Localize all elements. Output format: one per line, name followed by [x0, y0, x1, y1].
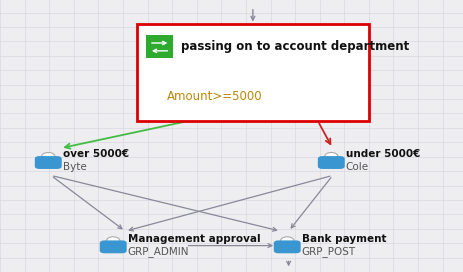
- FancyBboxPatch shape: [137, 24, 368, 121]
- Circle shape: [42, 153, 55, 160]
- Text: Cole: Cole: [345, 162, 368, 172]
- Text: GRP_POST: GRP_POST: [301, 246, 355, 257]
- Circle shape: [106, 237, 119, 245]
- FancyBboxPatch shape: [273, 240, 300, 253]
- Text: passing on to account department: passing on to account department: [181, 41, 409, 53]
- FancyBboxPatch shape: [146, 35, 173, 58]
- Text: Management approval: Management approval: [127, 234, 260, 243]
- Text: under 5000€: under 5000€: [345, 149, 419, 159]
- Text: Bank payment: Bank payment: [301, 234, 385, 243]
- FancyBboxPatch shape: [35, 156, 62, 169]
- FancyBboxPatch shape: [100, 240, 126, 253]
- Text: Amount>=5000: Amount>=5000: [167, 90, 262, 103]
- Text: Byte: Byte: [63, 162, 86, 172]
- Circle shape: [280, 237, 293, 245]
- FancyBboxPatch shape: [317, 156, 344, 169]
- Text: over 5000€: over 5000€: [63, 149, 129, 159]
- Circle shape: [324, 153, 337, 160]
- Text: GRP_ADMIN: GRP_ADMIN: [127, 246, 189, 257]
